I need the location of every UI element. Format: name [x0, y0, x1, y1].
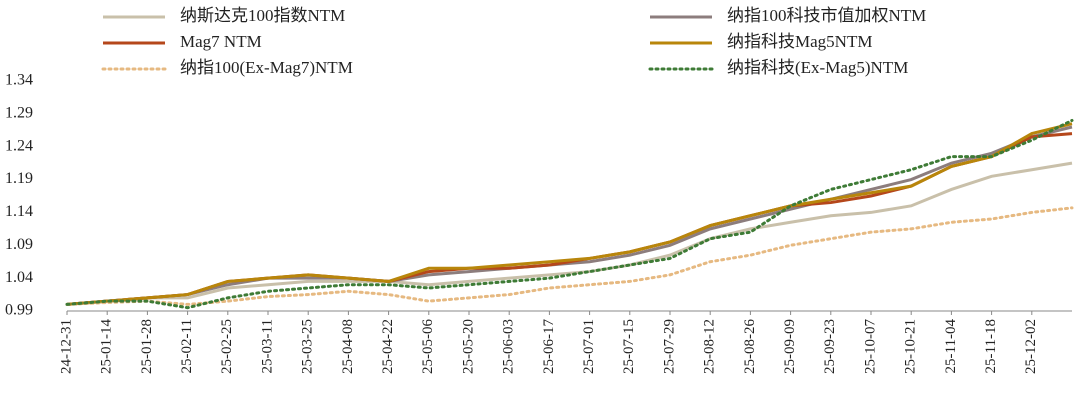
legend-label: 纳指科技Mag5NTM: [727, 32, 872, 51]
x-tick-label: 25-11-18: [983, 319, 999, 373]
series-line: [66, 161, 1073, 306]
legend-label: Mag7 NTM: [180, 32, 262, 51]
y-tick-label: 1.19: [5, 170, 33, 187]
y-tick-label: 1.24: [5, 137, 33, 154]
x-tick-label: 25-01-14: [99, 319, 115, 374]
legend-label: 纳指100科技市值加权NTM: [727, 6, 926, 25]
x-tick-label: 25-08-12: [702, 319, 718, 374]
x-tick-label: 25-07-29: [661, 319, 677, 374]
x-tick-label: 25-04-08: [340, 319, 356, 374]
x-tick-label: 25-09-23: [822, 319, 838, 374]
x-tick-label: 25-01-28: [139, 319, 155, 374]
y-tick-label: 1.29: [5, 105, 33, 122]
y-tick-label: 1.09: [5, 236, 33, 253]
x-tick-label: 25-02-25: [219, 319, 235, 374]
x-tick-label: 25-05-20: [460, 319, 476, 374]
x-tick-label: 25-11-04: [943, 319, 959, 374]
legend-label: 纳斯达克100指数NTM: [180, 6, 345, 25]
x-tick-label: 25-08-26: [742, 319, 758, 374]
x-tick-label: 24-12-31: [58, 319, 74, 374]
series-line: [65, 206, 1074, 306]
x-tick-label: 25-12-02: [1023, 319, 1039, 374]
series-line: [66, 132, 1073, 306]
series-line: [66, 122, 1073, 306]
x-tick-label: 25-10-21: [903, 319, 919, 374]
x-tick-label: 25-02-11: [179, 319, 195, 373]
legend-label: 纳指科技(Ex-Mag5)NTM: [727, 58, 908, 77]
x-tick-label: 25-09-09: [782, 319, 798, 374]
x-tick-label: 25-04-22: [380, 319, 396, 374]
x-tick-label: 25-07-01: [581, 319, 597, 374]
x-tick-label: 25-05-06: [420, 319, 436, 374]
x-tick-label: 25-06-17: [541, 319, 557, 374]
y-tick-label: 1.04: [5, 269, 33, 286]
x-tick-label: 25-03-11: [259, 319, 275, 373]
x-tick-label: 25-06-03: [501, 319, 517, 374]
y-tick-label: 1.14: [5, 203, 33, 220]
x-tick-label: 25-10-07: [862, 319, 878, 374]
x-tick-label: 25-07-15: [621, 319, 637, 374]
y-tick-label: 1.34: [5, 72, 33, 89]
y-tick-label: 0.99: [5, 302, 33, 319]
series-line: [65, 118, 1074, 310]
series-line: [66, 125, 1073, 306]
x-tick-label: 25-03-25: [300, 319, 316, 374]
legend-label: 纳指100(Ex-Mag7)NTM: [180, 58, 353, 77]
